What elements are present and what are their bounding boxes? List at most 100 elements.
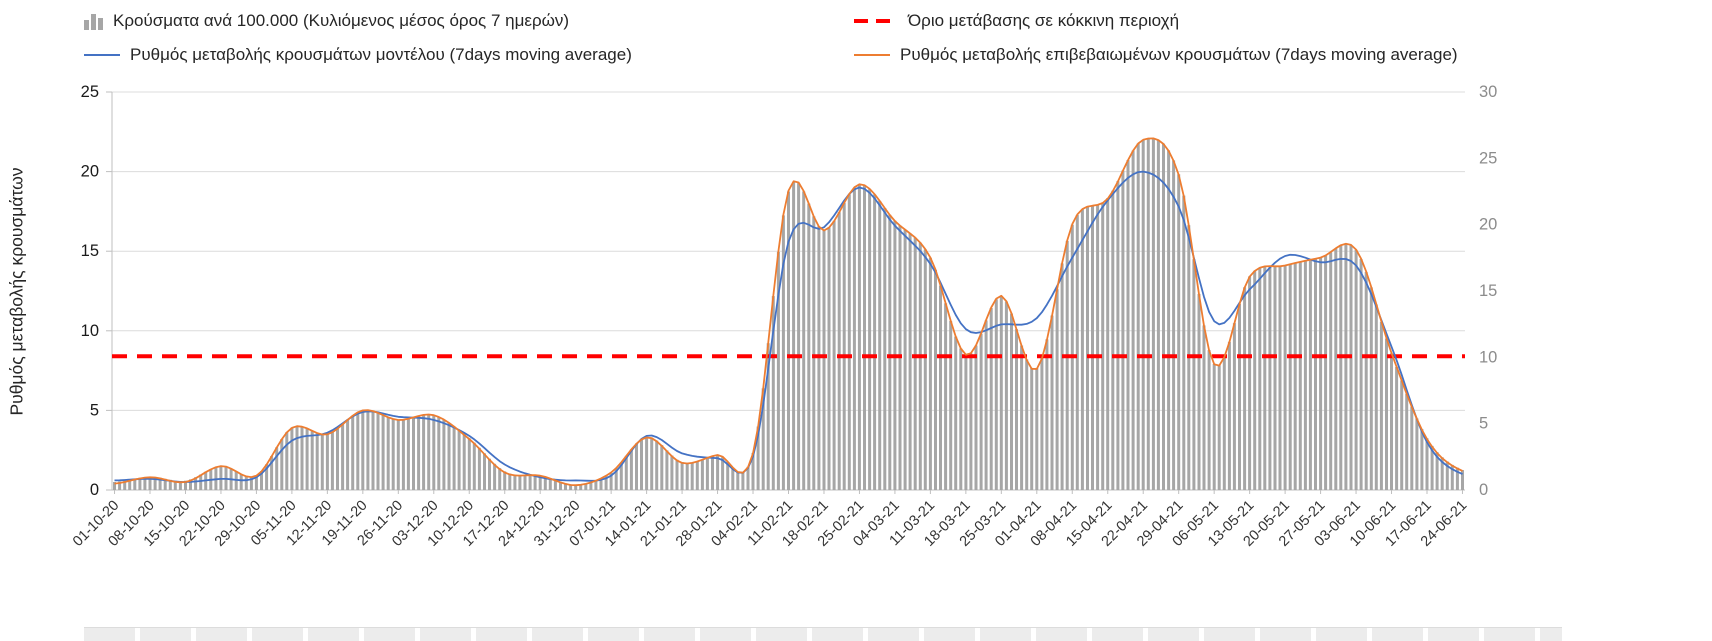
daily-cases-bar — [1349, 245, 1353, 490]
daily-cases-bar — [1293, 263, 1297, 490]
right-axis-tick-label: 0 — [1479, 481, 1488, 499]
daily-cases-bar — [1390, 353, 1393, 490]
daily-cases-bar — [721, 457, 725, 490]
legend-item-model-line: Ρυθμός μεταβολής κρουσμάτων μοντέλου (7d… — [84, 42, 632, 68]
daily-cases-bar — [1091, 205, 1094, 490]
daily-cases-bar — [812, 216, 816, 491]
daily-cases-bar — [275, 447, 279, 490]
right-axis-tick-label: 15 — [1479, 282, 1497, 300]
daily-cases-bar — [320, 434, 324, 490]
daily-cases-bar — [336, 428, 339, 490]
daily-cases-bar — [1177, 174, 1181, 491]
daily-cases-bar — [741, 472, 745, 490]
daily-cases-bar — [310, 430, 314, 490]
daily-cases-bar — [1425, 438, 1429, 490]
daily-cases-bar — [341, 424, 345, 490]
daily-cases-bar — [290, 427, 294, 490]
left-axis-tick-label: 5 — [90, 401, 99, 419]
daily-cases-bar — [1400, 380, 1404, 490]
daily-cases-bar — [371, 411, 375, 490]
legend-label-cases-bars: Κρούσματα ανά 100.000 (Κυλιόμενος μέσος … — [113, 11, 570, 30]
left-axis-tick-label: 15 — [81, 242, 99, 260]
daily-cases-bar — [1141, 139, 1145, 491]
right-axis-tick-label: 30 — [1479, 83, 1497, 101]
daily-cases-bar — [412, 417, 415, 490]
daily-cases-bar — [852, 187, 856, 491]
daily-cases-bar — [584, 483, 588, 490]
legend-item-cases-bars: Κρούσματα ανά 100.000 (Κυλιόμενος μέσος … — [84, 8, 569, 34]
daily-cases-bar — [1010, 313, 1013, 490]
model-rate-line — [114, 170, 1463, 483]
daily-cases-bar — [832, 220, 836, 491]
daily-cases-bar — [1045, 339, 1049, 490]
daily-cases-bar — [153, 477, 157, 490]
daily-cases-bar — [178, 481, 182, 490]
daily-cases-bar — [675, 459, 679, 490]
daily-cases-bar — [113, 482, 116, 490]
daily-cases-bar — [1101, 202, 1105, 490]
daily-cases-bar — [629, 449, 633, 490]
daily-cases-bar — [842, 202, 846, 490]
left-axis-tick-label: 10 — [81, 322, 99, 340]
daily-cases-bar — [670, 455, 674, 490]
daily-cases-bar — [305, 428, 309, 490]
daily-cases-bar — [1461, 470, 1464, 490]
daily-cases-bar — [599, 478, 603, 490]
daily-cases-bar — [974, 345, 978, 490]
daily-cases-bar — [128, 479, 132, 490]
daily-cases-bar — [381, 414, 385, 490]
daily-cases-bar — [118, 481, 122, 490]
daily-cases-bar — [736, 471, 740, 490]
daily-cases-bar — [949, 320, 953, 490]
daily-cases-bar — [1065, 240, 1069, 490]
daily-cases-bar — [1111, 190, 1115, 490]
confirmed-rate-line — [114, 137, 1463, 487]
daily-cases-bar — [1410, 406, 1414, 490]
daily-cases-bar — [498, 468, 502, 490]
daily-cases-bar — [569, 484, 573, 490]
daily-cases-bar — [1227, 341, 1231, 490]
daily-cases-bar — [1040, 357, 1044, 490]
right-axis-tick-label: 25 — [1479, 149, 1497, 167]
daily-cases-bar — [462, 434, 466, 490]
daily-cases-bar — [792, 182, 796, 490]
daily-cases-bar — [1020, 345, 1024, 490]
daily-cases-bar — [807, 203, 811, 490]
daily-cases-bar — [488, 458, 491, 490]
daily-cases-bar — [143, 477, 147, 490]
daily-cases-bar — [553, 480, 557, 490]
daily-cases-bar — [401, 419, 405, 490]
daily-cases-bar — [619, 462, 623, 490]
daily-cases-bar — [265, 464, 269, 490]
daily-cases-bar — [432, 415, 436, 490]
daily-cases-bar — [513, 474, 517, 490]
daily-cases-bar — [999, 296, 1003, 490]
right-axis-tick-label: 10 — [1479, 348, 1497, 366]
daily-cases-bar — [1339, 245, 1343, 490]
daily-cases-bar — [477, 447, 481, 490]
daily-cases-bar — [1440, 457, 1444, 490]
daily-cases-bar — [695, 461, 699, 490]
daily-cases-bar — [351, 415, 355, 490]
daily-cases-bar — [1106, 198, 1110, 490]
chart-canvas: 051015202505101520253001-10-2008-10-2015… — [70, 83, 1497, 550]
daily-cases-bar — [1207, 350, 1211, 490]
daily-cases-bar — [878, 201, 882, 490]
daily-cases-bar — [1455, 467, 1459, 490]
daily-cases-bar — [1172, 160, 1176, 490]
daily-cases-bar — [467, 438, 471, 490]
daily-cases-bar — [325, 434, 329, 490]
daily-cases-bar — [1136, 143, 1140, 490]
daily-cases-bar — [1156, 139, 1160, 490]
daily-cases-bar — [270, 456, 274, 490]
daily-cases-bar — [604, 475, 608, 490]
daily-cases-bar — [903, 229, 907, 490]
daily-cases-bar — [609, 472, 613, 490]
daily-cases-bar — [1369, 287, 1373, 490]
daily-cases-bar — [989, 308, 993, 490]
daily-cases-bar — [1004, 301, 1008, 490]
daily-cases-bar — [802, 191, 806, 490]
daily-cases-bar — [523, 474, 527, 490]
daily-cases-bar — [868, 189, 872, 490]
daily-cases-bar — [1314, 258, 1317, 490]
